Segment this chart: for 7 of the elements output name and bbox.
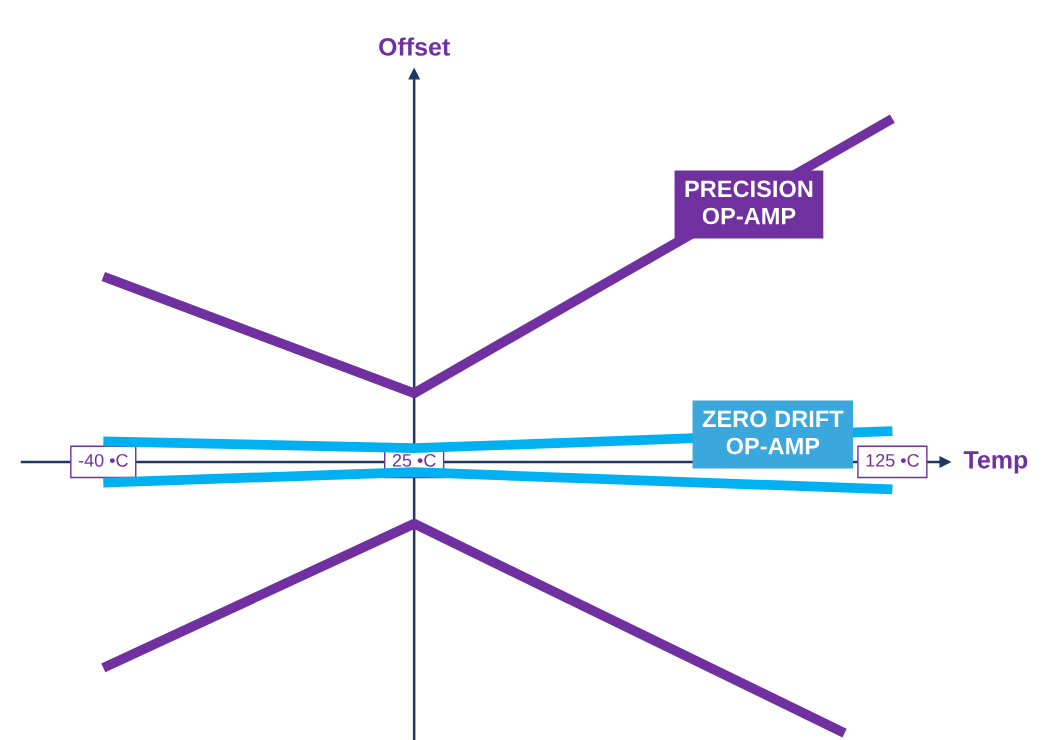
x-axis-title: Temp [963,451,1028,474]
x-tick-label: -40 •C [78,453,128,467]
annotation: PRECISION OP-AMP [685,180,813,225]
x-tick-label: 25 •C [392,453,436,467]
annotation: ZERO DRIFT OP-AMP [702,410,844,455]
y-axis-title: Offset [379,37,450,56]
x-tick-label: 125 •C [866,453,919,467]
